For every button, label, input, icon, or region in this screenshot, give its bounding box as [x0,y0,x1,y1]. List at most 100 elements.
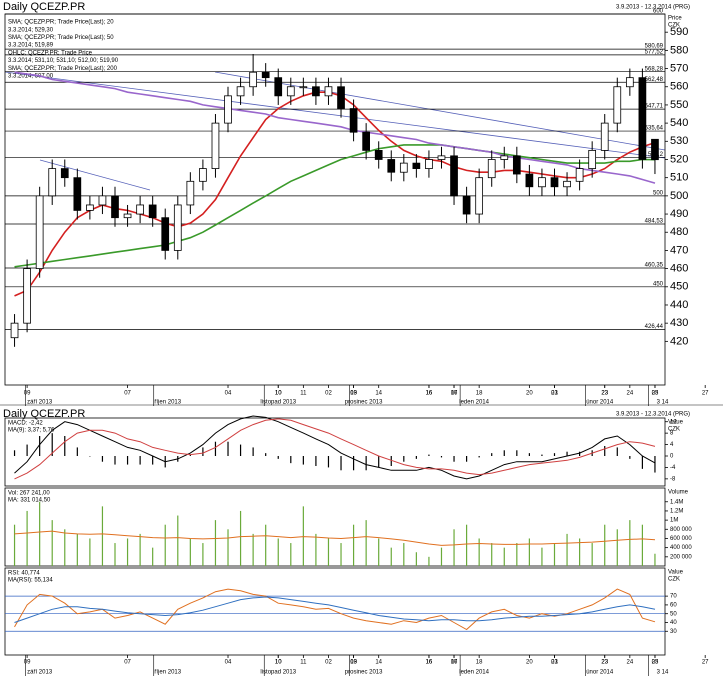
bar [51,520,53,566]
bar [616,529,618,566]
x-tick-label: 14 [375,660,382,666]
candle-body [161,217,170,251]
x-tick-label: 14 [375,391,382,397]
legend-entry: 3.3.2014; 519,89 [8,43,54,49]
level-label: 562,48 [645,77,664,83]
candle-body [199,168,207,182]
x-tick-label: 11 [300,391,307,397]
candle-body [349,108,358,133]
trend-line [39,159,151,191]
y-tick-label: -8 [670,476,676,482]
candle-body [286,86,295,97]
bar [152,547,154,566]
bar [428,556,430,566]
bar [553,453,556,456]
candle-body [35,195,44,270]
month-label: říjen 2013 [154,400,181,406]
month-label: únor 2014 [586,670,614,676]
bar [516,543,518,566]
x-tick-label: 03 [551,660,558,666]
bar [315,456,317,466]
candle-body [312,86,320,97]
candle-body [638,77,647,160]
x-tick-label: 16 [426,391,433,397]
y-tick-label: 430 [670,317,688,329]
x-tick-label: 27 [702,391,709,397]
x-tick-label: 13 [350,391,357,397]
y-axis-label: CZK [668,577,680,583]
x-tick-label: 25 [652,660,659,666]
bar [491,543,493,566]
y-axis-label: Value [668,570,684,576]
bar [265,453,267,456]
legend-entry: 3.3.2014; 529,30 [8,27,54,33]
month-label: prosinec 2013 [345,400,383,406]
level-label: 460,35 [645,263,664,269]
bar [340,456,342,471]
x-tick-label: 17 [451,660,458,666]
month-label: únor 2014 [586,400,614,406]
y-tick-label: 1M [670,518,678,524]
y-tick-label: 30 [670,629,677,635]
x-tick-label: 16 [426,660,433,666]
candle-body [437,155,446,160]
x-tick-label: 07 [124,660,131,666]
y-tick-label: 500 [670,190,688,202]
trend-lines [4,71,666,191]
bar [440,547,443,566]
x-tick-label: 09 [350,391,357,397]
candle-body [462,195,471,215]
y-tick-label: 590 [670,26,688,38]
x-tick-label: 10 [275,660,282,666]
series-line [14,415,656,480]
bar [51,433,53,456]
legend-entry: MACD: -2,42 [8,421,43,427]
bar [528,453,530,456]
bar [465,524,468,566]
candle-body [86,204,94,211]
bar [453,456,455,462]
y-tick-label: 600 000 [670,536,692,542]
candle-body [337,86,345,109]
candle-body [425,159,433,169]
month-label: listopad 2013 [260,670,296,676]
bar [252,447,254,456]
bar [152,456,154,465]
candle-body [450,155,458,197]
candle-body [563,180,571,188]
candle-body [362,131,370,151]
bar [553,543,556,566]
x-tick-label: 20 [526,391,533,397]
y-tick-label: 530 [670,135,688,147]
bar [139,456,141,465]
bar [352,524,355,566]
bar [76,533,78,566]
chart-title: Daily QCEZP.PR [3,1,85,13]
bar [302,456,304,465]
bar [39,436,41,456]
candle-body [475,177,484,215]
bar [189,538,191,566]
month-label: listopad 2013 [260,400,296,406]
candle-body [324,86,333,97]
bar [64,529,66,566]
candle-body [374,149,383,160]
candle-body [399,162,408,173]
candle-body [613,86,622,124]
bar [89,456,91,457]
level-label: 535,64 [645,126,664,132]
y-tick-label: 8 [670,431,674,437]
x-tick-label: 03 [551,391,558,397]
bar [604,524,606,566]
y-tick-label: 420 [670,335,688,347]
panel: 420 430 440 450 460 470 480 490 500 510 520 530 540 5… [4,9,688,386]
x-tick-label: 06 [451,660,458,666]
month-label: 3 14 [657,670,669,676]
level-label: 547,71 [645,104,664,110]
y-tick-label: 0 [670,454,674,460]
bar [290,543,292,566]
bar [340,543,342,566]
x-tick-label: 17 [451,391,458,397]
candle-body [148,204,157,219]
